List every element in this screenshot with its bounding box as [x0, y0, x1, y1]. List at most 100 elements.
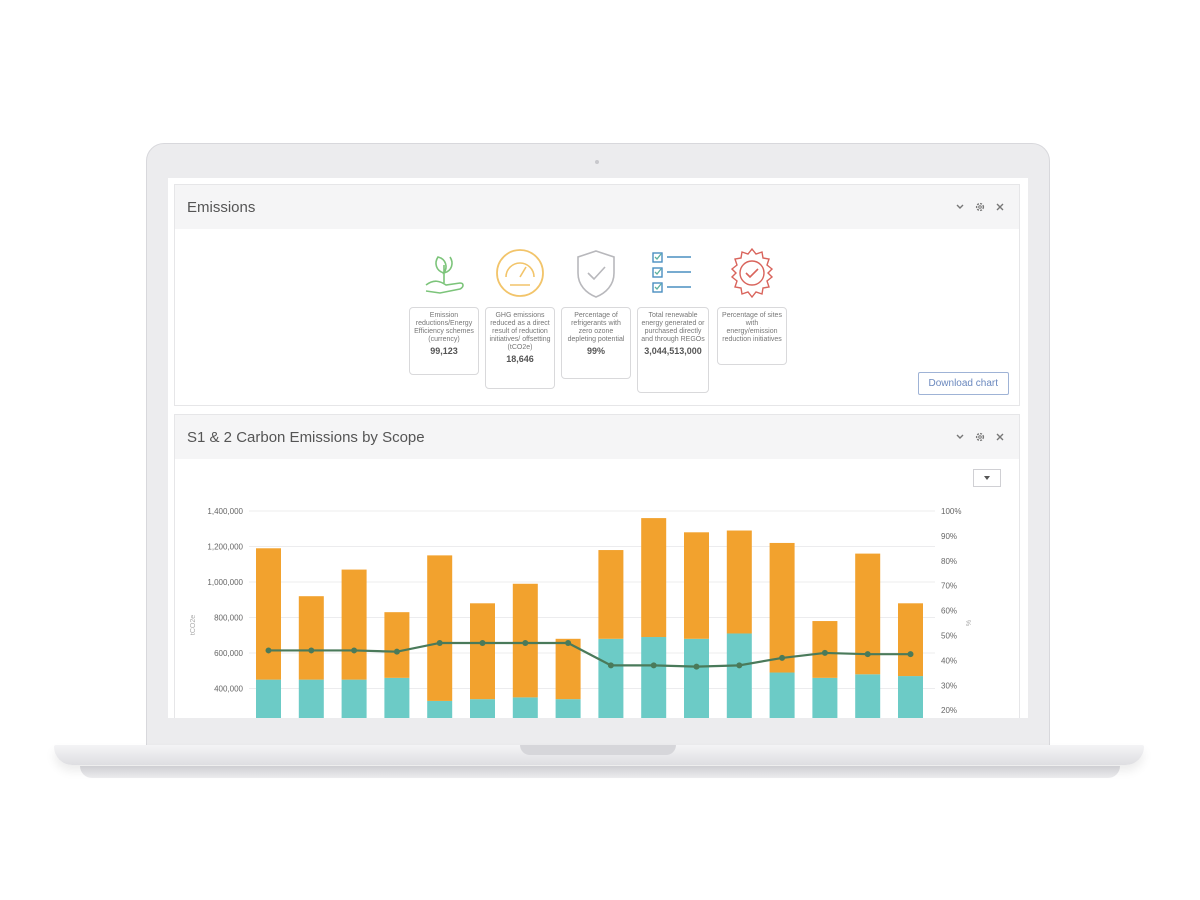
bar-scope1 — [555, 638, 581, 700]
bar-scope1 — [470, 603, 495, 700]
line-point — [907, 651, 914, 658]
line-point — [436, 639, 443, 646]
bar-scope2 — [341, 679, 367, 718]
checklist-icon — [645, 245, 701, 301]
carbon-panel: S1 & 2 Carbon Emissions by Scope 400,000… — [174, 414, 1020, 718]
bar-scope2 — [855, 674, 881, 718]
y2-tick-label: 60% — [941, 607, 957, 616]
caret-down-icon — [984, 476, 990, 480]
kpi-row: Emission reductions/Energy Efficiency sc… — [409, 245, 809, 395]
bar-scope2 — [470, 699, 495, 718]
y-tick-label: 1,400,000 — [207, 507, 243, 516]
bar-scope2 — [769, 672, 795, 718]
line-point — [522, 639, 529, 646]
emissions-panel: Emissions Emission reducti — [174, 184, 1020, 406]
line-point — [736, 662, 743, 669]
kpi-card: Emission reductions/Energy Efficiency sc… — [409, 245, 479, 375]
kpi-card: Total renewable energy generated or purc… — [637, 245, 709, 393]
line-point — [479, 639, 486, 646]
y-tick-label: 1,200,000 — [207, 543, 243, 552]
y-tick-label: 400,000 — [214, 685, 243, 694]
kpi-box: GHG emissions reduced as a direct result… — [485, 307, 555, 389]
line-point — [864, 651, 871, 658]
bar-scope2 — [812, 677, 838, 718]
bar-scope1 — [384, 612, 410, 678]
line-point — [351, 647, 358, 654]
y2-tick-label: 30% — [941, 681, 957, 690]
bar-scope2 — [384, 677, 410, 718]
laptop-base — [54, 745, 1144, 765]
bar-scope2 — [684, 638, 709, 718]
shield-check-icon — [568, 245, 624, 301]
close-icon[interactable] — [993, 430, 1007, 444]
line-point — [393, 648, 400, 655]
laptop-base-shadow — [80, 766, 1120, 778]
panel-title: Emissions — [187, 198, 256, 216]
bar-scope2 — [726, 633, 752, 718]
y2-tick-label: 80% — [941, 557, 957, 566]
kpi-box: Percentage of sites with energy/emission… — [717, 307, 787, 365]
y2-tick-label: 50% — [941, 632, 957, 641]
line-point — [308, 647, 315, 654]
bar-scope1 — [641, 518, 667, 638]
line-point — [821, 649, 828, 656]
kpi-label: Percentage of sites with energy/emission… — [722, 312, 782, 343]
bar-scope1 — [812, 621, 838, 678]
plant-hand-icon — [416, 245, 472, 301]
bar-scope2 — [898, 676, 923, 718]
kpi-box: Emission reductions/Energy Efficiency sc… — [409, 307, 479, 375]
carbon-emissions-chart: 400,000 600,000 800,000 1,000,000 1,200,000 1… — [190, 507, 973, 718]
panel-title: S1 & 2 Carbon Emissions by Scope — [187, 428, 425, 446]
bar-scope1 — [769, 542, 795, 673]
chart-menu-dropdown[interactable] — [973, 469, 1001, 487]
y-axis-label: tCO2e — [190, 615, 197, 635]
bar-scope1 — [684, 532, 709, 639]
laptop-notch — [520, 745, 676, 755]
carbon-panel-header: S1 & 2 Carbon Emissions by Scope — [175, 415, 1019, 459]
kpi-box: Total renewable energy generated or purc… — [637, 307, 709, 393]
bar-scope1 — [298, 596, 324, 680]
bar-scope2 — [298, 679, 324, 718]
series-line — [268, 641, 911, 668]
bar-scope2 — [512, 697, 538, 718]
kpi-card: Percentage of sites with energy/emission… — [717, 245, 787, 365]
chevron-down-icon[interactable] — [953, 430, 967, 444]
bar-scope2 — [641, 637, 667, 718]
panel-tools — [953, 430, 1007, 444]
y-tick-label: 1,000,000 — [207, 578, 243, 587]
bar-scope2 — [598, 638, 624, 718]
y2-tick-label: 70% — [941, 582, 957, 591]
kpi-card: Percentage of refrigerants with zero ozo… — [561, 245, 631, 379]
close-icon[interactable] — [993, 200, 1007, 214]
bar-scope2 — [427, 700, 453, 718]
kpi-label: Total renewable energy generated or purc… — [641, 312, 705, 343]
y-tick-label: 600,000 — [214, 649, 243, 658]
line-point — [265, 647, 272, 654]
bar-scope1 — [898, 603, 923, 677]
chevron-down-icon[interactable] — [953, 200, 967, 214]
y2-tick-label: 100% — [941, 507, 961, 516]
kpi-card: GHG emissions reduced as a direct result… — [485, 245, 555, 389]
download-chart-button[interactable]: Download chart — [917, 372, 1009, 395]
gauge-icon — [492, 245, 548, 301]
line-point — [693, 663, 700, 670]
y2-axis-label: % — [966, 620, 973, 626]
bar-scope1 — [726, 530, 752, 634]
kpi-label: Percentage of refrigerants with zero ozo… — [567, 312, 625, 343]
kpi-label: GHG emissions reduced as a direct result… — [489, 312, 551, 351]
line-point — [565, 639, 572, 646]
y2-tick-label: 20% — [941, 706, 957, 715]
y2-tick-label: 40% — [941, 656, 957, 665]
kpi-box: Percentage of refrigerants with zero ozo… — [561, 307, 631, 379]
panel-tools — [953, 200, 1007, 214]
camera-dot — [595, 160, 599, 164]
kpi-label: Emission reductions/Energy Efficiency sc… — [414, 312, 474, 343]
gear-icon[interactable] — [973, 430, 987, 444]
kpi-value: 18,646 — [506, 354, 534, 364]
screen: Emissions Emission reducti — [168, 178, 1028, 718]
gear-icon[interactable] — [973, 200, 987, 214]
bar-scope2 — [256, 679, 281, 718]
bar-scope2 — [555, 699, 581, 718]
line-point — [607, 662, 614, 669]
certificate-badge-icon — [724, 245, 780, 301]
